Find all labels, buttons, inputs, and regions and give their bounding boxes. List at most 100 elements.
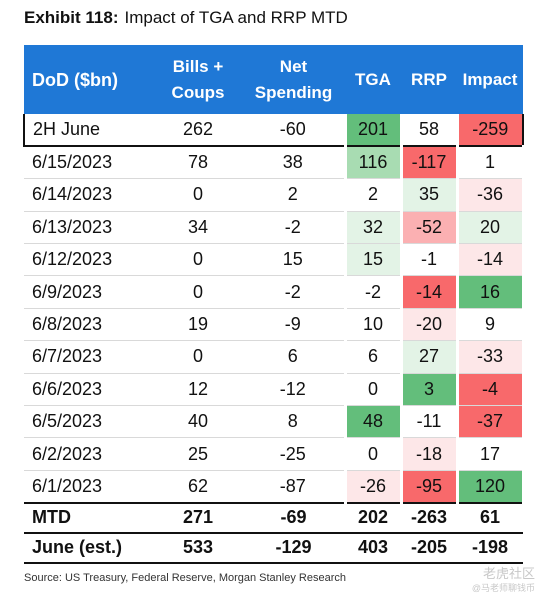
- impact-cell: 1: [455, 146, 525, 180]
- rrp-cell: -18: [399, 437, 459, 471]
- bills-coups-cell: 0: [154, 178, 242, 212]
- exhibit-label: Exhibit 118:: [24, 8, 119, 27]
- total-rrp: -263: [401, 501, 457, 533]
- total-impact: 61: [457, 501, 523, 533]
- tga-cell: 0: [343, 373, 403, 407]
- column-header-bills-coups-text: Bills + Coups: [171, 56, 225, 102]
- watermark: 老虎社区 @马老师聊钱币: [472, 566, 535, 596]
- row-label: 6/7/2023: [24, 340, 154, 374]
- tga-cell: 48: [343, 405, 403, 439]
- tga-cell: -2: [343, 275, 403, 309]
- bills-coups-cell: 78: [154, 146, 242, 180]
- column-header-bills-coups: Bills + Coups: [154, 45, 242, 114]
- net-spending-cell: -9: [242, 308, 345, 342]
- tga-cell: 0: [343, 437, 403, 471]
- total-row: June (est.) 533 -129 403 -205 -198: [24, 531, 523, 564]
- tga-cell: 10: [343, 308, 403, 342]
- rrp-cell: -11: [399, 405, 459, 439]
- table-row: 6/15/2023 78 38 116 -117 1: [24, 146, 525, 180]
- bills-coups-cell: 62: [154, 470, 242, 504]
- total-bills-coups: 533: [154, 531, 242, 564]
- net-spending-cell: 38: [242, 146, 345, 180]
- tga-cell: 15: [343, 243, 403, 277]
- bills-coups-cell: 262: [154, 114, 242, 148]
- rrp-cell: -1: [399, 243, 459, 277]
- net-spending-cell: -25: [242, 437, 345, 471]
- column-header-impact: Impact: [457, 45, 523, 114]
- rrp-cell: -14: [399, 275, 459, 309]
- row-label: 6/14/2023: [24, 178, 154, 212]
- table-row: 6/5/2023 40 8 48 -11 -37: [24, 405, 525, 439]
- tga-cell: -26: [343, 470, 403, 504]
- row-label: 6/5/2023: [24, 405, 154, 439]
- row-label: 6/2/2023: [24, 437, 154, 471]
- rrp-cell: 3: [399, 373, 459, 407]
- impact-cell: -4: [455, 373, 525, 407]
- net-spending-cell: 6: [242, 340, 345, 374]
- net-spending-cell: 8: [242, 405, 345, 439]
- row-label: 6/15/2023: [24, 146, 154, 180]
- impact-cell: 9: [455, 308, 525, 342]
- tga-cell: 2: [343, 178, 403, 212]
- bills-coups-cell: 0: [154, 340, 242, 374]
- net-spending-cell: 15: [242, 243, 345, 277]
- exhibit-title: Exhibit 118: Impact of TGA and RRP MTD: [24, 8, 348, 28]
- table-row: 6/12/2023 0 15 15 -1 -14: [24, 243, 525, 277]
- impact-cell: -14: [455, 243, 525, 277]
- net-spending-cell: -12: [242, 373, 345, 407]
- table-totals: MTD 271 -69 202 -263 61 June (est.) 533 -129 403-…: [24, 501, 523, 564]
- bills-coups-cell: 34: [154, 211, 242, 245]
- impact-cell: 120: [455, 470, 525, 504]
- rrp-cell: 27: [399, 340, 459, 374]
- rrp-cell: -52: [399, 211, 459, 245]
- column-header-net-spending: Net Spending: [242, 45, 345, 114]
- table-row: 2H June 262 -60 201 58 -259: [23, 114, 524, 148]
- row-label: 2H June: [23, 114, 154, 148]
- row-label: 6/9/2023: [24, 275, 154, 309]
- impact-table: DoD ($bn) Bills + Coups Net Spending TGA…: [23, 45, 525, 564]
- impact-cell: 16: [455, 275, 525, 309]
- total-net-spending: -69: [242, 501, 345, 533]
- table-header-row: DoD ($bn) Bills + Coups Net Spending TGA…: [24, 45, 523, 114]
- impact-cell: -259: [455, 114, 524, 148]
- net-spending-cell: 2: [242, 178, 345, 212]
- total-impact: -198: [457, 531, 523, 564]
- total-bills-coups: 271: [154, 501, 242, 533]
- column-header-net-spending-text: Net Spending: [254, 56, 333, 102]
- total-row: MTD 271 -69 202 -263 61: [24, 501, 523, 533]
- tga-cell: 6: [343, 340, 403, 374]
- watermark-text: 老虎社区: [482, 566, 535, 581]
- bills-coups-cell: 25: [154, 437, 242, 471]
- total-rrp: -205: [401, 531, 457, 564]
- bills-coups-cell: 12: [154, 373, 242, 407]
- row-label: 6/12/2023: [24, 243, 154, 277]
- rrp-cell: -20: [399, 308, 459, 342]
- net-spending-cell: -2: [242, 275, 345, 309]
- row-label: 6/6/2023: [24, 373, 154, 407]
- row-label: 6/1/2023: [24, 470, 154, 504]
- rrp-cell: -95: [399, 470, 459, 504]
- bills-coups-cell: 0: [154, 243, 242, 277]
- tga-cell: 116: [343, 146, 403, 180]
- bills-coups-cell: 40: [154, 405, 242, 439]
- total-tga: 403: [345, 531, 401, 564]
- table-row: 6/8/2023 19 -9 10 -20 9: [24, 308, 525, 342]
- column-header-rrp: RRP: [401, 45, 457, 114]
- net-spending-cell: -87: [242, 470, 345, 504]
- total-tga: 202: [345, 501, 401, 533]
- source-note: Source: US Treasury, Federal Reserve, Mo…: [24, 572, 346, 584]
- rrp-cell: 35: [399, 178, 459, 212]
- column-header-tga: TGA: [345, 45, 401, 114]
- impact-cell: 20: [455, 211, 525, 245]
- exhibit-title-text: Impact of TGA and RRP MTD: [124, 8, 348, 27]
- table-row: 6/1/2023 62 -87 -26 -95 120: [24, 470, 525, 504]
- table-row: 6/14/2023 0 2 2 35 -36: [24, 178, 525, 212]
- tga-cell: 201: [343, 114, 403, 148]
- table-row: 6/7/2023 0 6 6 27 -33: [24, 340, 525, 374]
- table-row: 6/9/2023 0 -2 -2 -14 16: [24, 275, 525, 309]
- table-row: 6/6/2023 12 -12 0 3 -4: [24, 373, 525, 407]
- net-spending-cell: -60: [242, 114, 345, 148]
- row-label: 6/13/2023: [24, 211, 154, 245]
- table-body: 2H June 262 -60 201 58 -259 6/15/2023 78 38 116 -1…: [23, 114, 525, 504]
- total-net-spending: -129: [242, 531, 345, 564]
